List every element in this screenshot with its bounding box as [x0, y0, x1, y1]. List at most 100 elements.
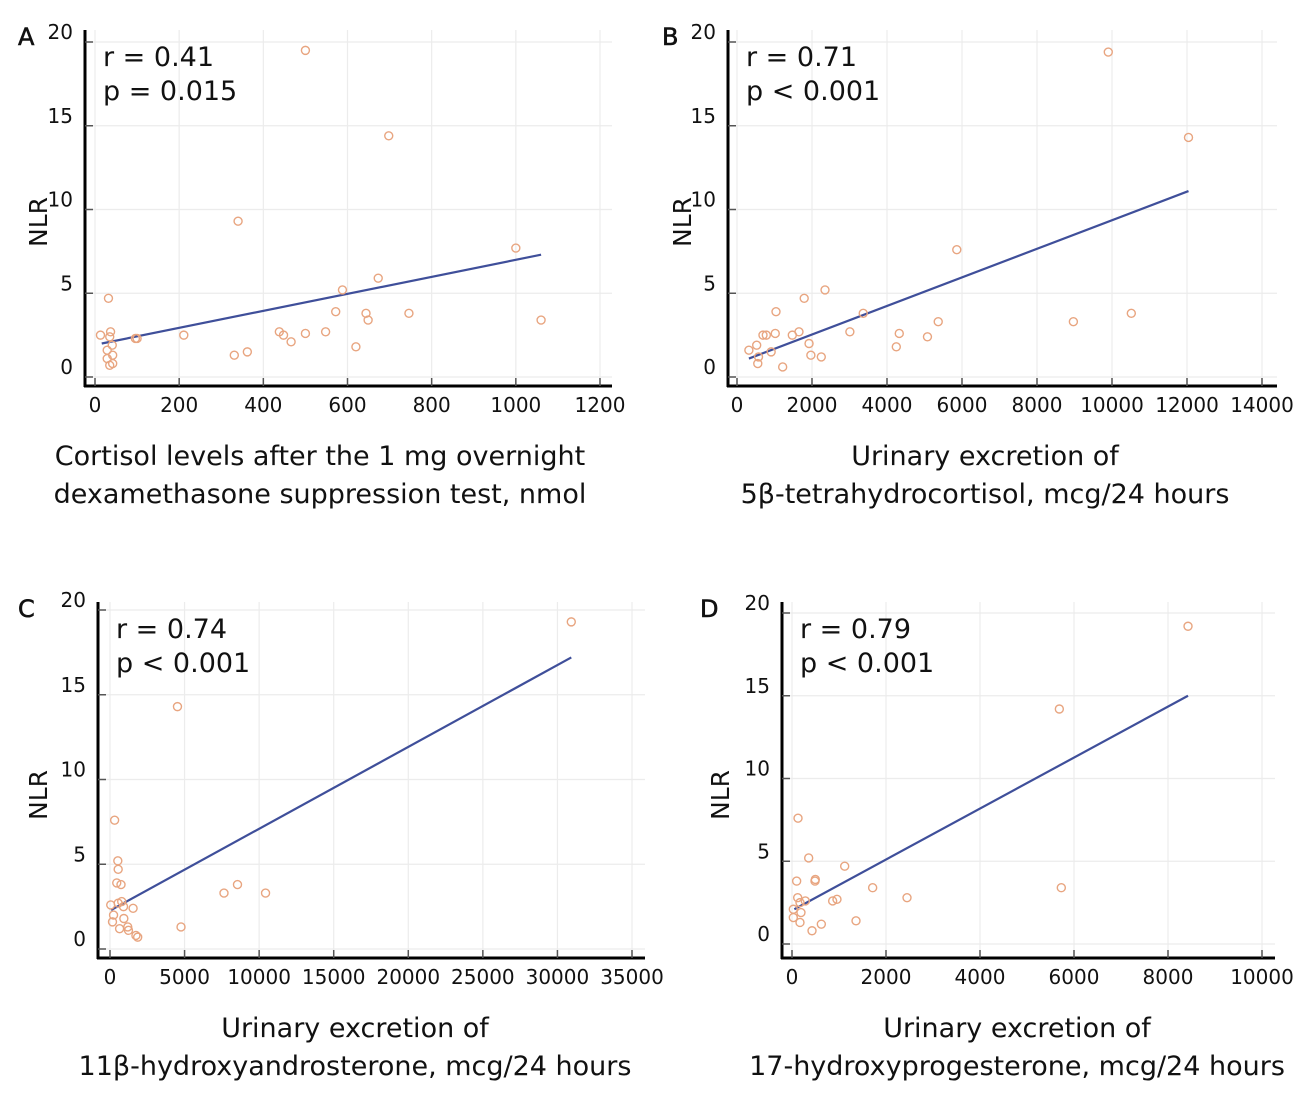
x-tick-label: 2000 [787, 393, 838, 417]
y-tick-label: 15 [61, 673, 86, 697]
data-point [922, 332, 933, 342]
data-point [758, 330, 768, 340]
y-tick-label: 20 [691, 20, 716, 44]
data-point [351, 342, 361, 352]
x-tick-label: 35000 [600, 965, 664, 989]
data-point [751, 340, 762, 350]
data-point [795, 917, 805, 928]
data-point [107, 917, 118, 927]
x-tick-label: 400 [244, 393, 282, 417]
data-point [132, 333, 142, 344]
data-point [952, 244, 962, 255]
data-point [109, 815, 120, 825]
data-point [800, 896, 811, 906]
x-tick-label: 1200 [575, 393, 626, 417]
data-point [766, 347, 776, 357]
y-axis-label: NLR [668, 197, 697, 247]
data-point [816, 919, 827, 929]
regression-line [793, 694, 1189, 911]
data-point [832, 894, 842, 905]
data-point [105, 360, 115, 370]
data-point [242, 347, 253, 357]
data-point [107, 340, 117, 350]
x-axis-label: Urinary excretion of [221, 1013, 490, 1044]
x-axis-label: Cortisol levels after the 1 mg overnight [55, 441, 585, 472]
data-point [1126, 308, 1137, 319]
data-point [791, 876, 802, 886]
data-point [113, 864, 123, 875]
data-point [804, 338, 814, 349]
data-point [117, 896, 127, 907]
data-point [1068, 317, 1079, 327]
x-tick-label: 10000 [1080, 393, 1144, 417]
y-tick-label: 10 [48, 188, 73, 212]
data-point [793, 813, 803, 823]
x-tick-label: 0 [104, 965, 117, 989]
panel-letter: A [18, 23, 35, 51]
stat-annotation: r = 0.74 [116, 614, 227, 645]
data-point [1103, 47, 1113, 57]
data-point [794, 327, 804, 337]
data-point [114, 923, 125, 934]
stat-annotation: p = 0.015 [103, 76, 237, 107]
x-axis-label: 5β-tetrahydrocortisol, mcg/24 hours [741, 479, 1230, 510]
data-point [132, 932, 143, 942]
x-tick-label: 10000 [227, 965, 291, 989]
x-axis-label: Urinary excretion of [883, 1013, 1152, 1044]
data-point [816, 352, 826, 362]
stat-annotation: p < 0.001 [800, 648, 934, 679]
data-point [337, 285, 348, 295]
x-axis-label: 11β-hydroxyandrosterone, mcg/24 hours [79, 1051, 632, 1082]
data-point [233, 216, 243, 226]
x-tick-label: 800 [413, 393, 451, 417]
y-tick-label: 10 [691, 188, 716, 212]
regression-line [748, 190, 1189, 360]
panel-letter: D [700, 595, 718, 623]
data-point [118, 901, 129, 912]
y-tick-label: 5 [60, 271, 73, 295]
data-point [128, 903, 138, 914]
stat-annotation: r = 0.71 [746, 42, 857, 73]
data-point [320, 327, 331, 337]
data-point [363, 315, 373, 325]
data-point [795, 897, 805, 908]
data-point [373, 273, 383, 283]
data-point [384, 131, 394, 141]
x-tick-label: 4000 [955, 965, 1006, 989]
data-point [286, 337, 296, 347]
x-tick-label: 30000 [526, 965, 590, 989]
data-point [806, 350, 816, 360]
y-axis-label: NLR [24, 770, 53, 820]
x-tick-label: 6000 [937, 393, 988, 417]
data-point [777, 362, 788, 372]
data-point [300, 328, 311, 339]
data-point [770, 328, 780, 339]
x-tick-label: 0 [89, 393, 102, 417]
data-point [119, 913, 129, 924]
data-point [894, 328, 904, 339]
regression-line [101, 253, 542, 345]
data-point [172, 701, 183, 712]
x-tick-label: 4000 [862, 393, 913, 417]
x-axis-label: 17-hydroxyprogesterone, mcg/24 hours [749, 1051, 1285, 1082]
x-axis-label: Urinary excretion of [851, 441, 1120, 472]
stat-annotation: p < 0.001 [746, 76, 880, 107]
y-tick-label: 20 [48, 20, 73, 44]
data-point [1183, 132, 1194, 143]
data-point [105, 332, 115, 342]
data-point [112, 878, 122, 888]
x-tick-label: 8000 [1012, 393, 1063, 417]
data-point [404, 308, 414, 319]
x-axis-label: dexamethasone suppression test, nmol [54, 479, 587, 510]
data-point [232, 879, 243, 890]
data-point [902, 892, 912, 903]
data-point [1054, 704, 1065, 714]
x-tick-label: 20000 [376, 965, 440, 989]
data-point [803, 853, 814, 863]
y-tick-label: 5 [703, 271, 716, 295]
data-point [1183, 621, 1193, 631]
x-tick-label: 1000 [490, 393, 541, 417]
x-tick-label: 0 [786, 965, 799, 989]
data-point [566, 617, 576, 627]
